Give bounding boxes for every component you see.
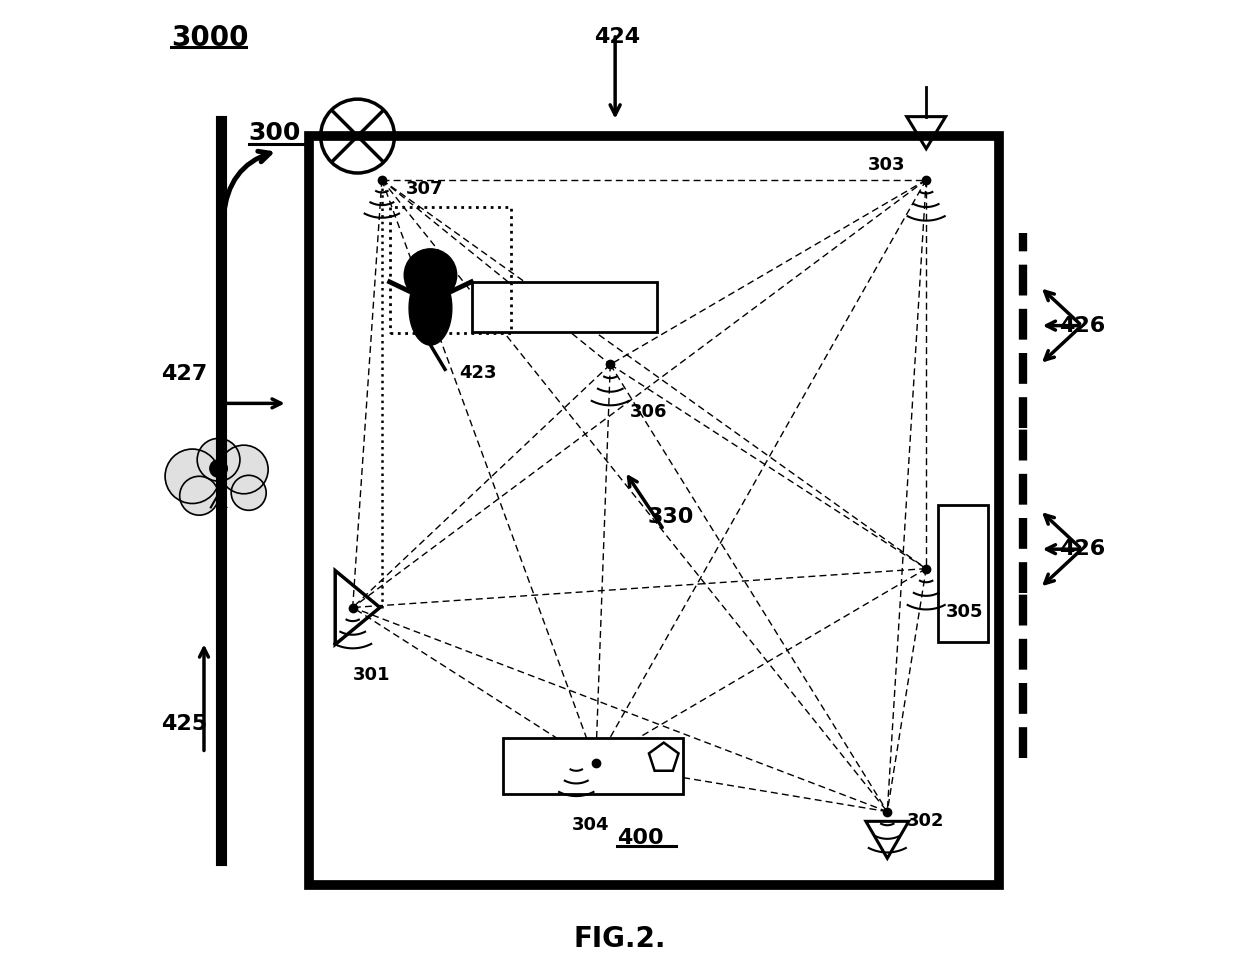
Circle shape: [210, 460, 227, 477]
Text: 400: 400: [618, 828, 663, 849]
Text: 426: 426: [1059, 539, 1106, 560]
Text: 330: 330: [647, 507, 693, 528]
Text: 304: 304: [572, 816, 609, 835]
Text: 301: 301: [352, 666, 391, 684]
Text: 423: 423: [460, 364, 497, 383]
Circle shape: [197, 438, 241, 481]
Bar: [503, 738, 683, 794]
Text: 300: 300: [249, 122, 301, 146]
Polygon shape: [409, 271, 451, 345]
Text: 305: 305: [946, 603, 983, 621]
Circle shape: [404, 249, 456, 301]
Text: 426: 426: [1059, 316, 1106, 336]
Text: 425: 425: [161, 714, 207, 735]
Bar: [937, 505, 988, 642]
Text: 3000: 3000: [171, 24, 248, 52]
Text: 307: 307: [407, 180, 444, 198]
Circle shape: [231, 475, 267, 510]
Text: 424: 424: [594, 27, 640, 48]
Bar: [389, 207, 511, 333]
Bar: [472, 282, 657, 332]
Circle shape: [180, 476, 218, 515]
Text: 306: 306: [630, 403, 667, 422]
Text: FIG.2.: FIG.2.: [574, 925, 666, 954]
Circle shape: [219, 445, 268, 494]
Text: 303: 303: [868, 156, 905, 174]
Text: 302: 302: [906, 812, 944, 830]
Text: 427: 427: [161, 364, 207, 385]
Circle shape: [165, 449, 219, 503]
